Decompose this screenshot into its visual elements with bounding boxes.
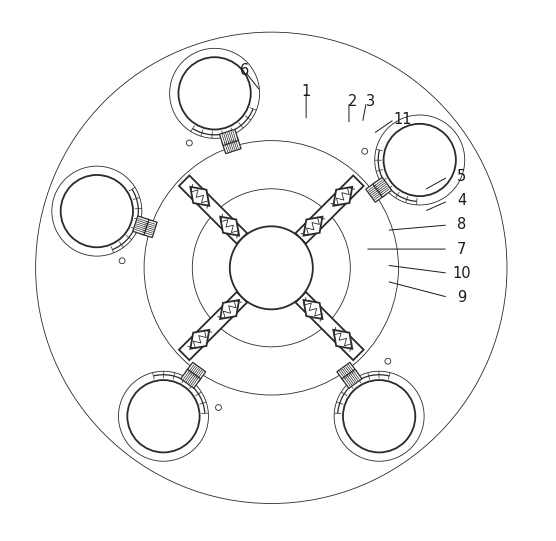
Polygon shape: [373, 177, 392, 197]
Circle shape: [186, 140, 192, 146]
Circle shape: [173, 52, 256, 135]
Polygon shape: [304, 300, 322, 319]
Polygon shape: [220, 129, 239, 146]
Text: 4: 4: [457, 193, 466, 208]
Circle shape: [55, 170, 138, 253]
Circle shape: [378, 118, 461, 201]
Text: 10: 10: [452, 266, 471, 281]
Circle shape: [384, 124, 456, 196]
Polygon shape: [334, 187, 353, 206]
Circle shape: [192, 189, 350, 347]
Circle shape: [334, 371, 424, 461]
Circle shape: [127, 380, 200, 452]
Text: 1: 1: [301, 83, 311, 98]
Circle shape: [337, 375, 421, 458]
Polygon shape: [337, 362, 357, 381]
Circle shape: [343, 380, 415, 452]
Circle shape: [170, 48, 260, 138]
Circle shape: [61, 175, 133, 247]
Circle shape: [385, 358, 391, 364]
Polygon shape: [304, 217, 322, 236]
Polygon shape: [141, 219, 157, 237]
Circle shape: [52, 166, 142, 256]
Polygon shape: [186, 362, 206, 381]
Circle shape: [144, 141, 399, 395]
Circle shape: [148, 144, 395, 391]
Text: 6: 6: [240, 63, 249, 78]
Circle shape: [118, 371, 208, 461]
Polygon shape: [295, 175, 364, 243]
Polygon shape: [181, 370, 201, 388]
Polygon shape: [366, 182, 385, 202]
Polygon shape: [222, 137, 241, 154]
Text: 9: 9: [457, 290, 466, 305]
Circle shape: [362, 148, 368, 154]
Polygon shape: [190, 187, 209, 206]
Text: 3: 3: [366, 94, 375, 109]
Polygon shape: [179, 175, 247, 243]
Circle shape: [196, 193, 346, 343]
Polygon shape: [179, 292, 247, 360]
Circle shape: [122, 375, 205, 458]
Text: 2: 2: [348, 94, 358, 109]
Polygon shape: [220, 300, 239, 319]
Circle shape: [119, 258, 125, 263]
Polygon shape: [295, 292, 364, 360]
Polygon shape: [190, 330, 209, 349]
Circle shape: [178, 57, 251, 129]
Polygon shape: [334, 330, 353, 349]
Polygon shape: [133, 216, 149, 235]
Circle shape: [230, 226, 313, 309]
Circle shape: [216, 405, 221, 411]
Text: 8: 8: [457, 217, 466, 233]
Text: 11: 11: [393, 111, 412, 127]
Polygon shape: [220, 217, 239, 236]
Text: 5: 5: [457, 169, 466, 184]
Polygon shape: [342, 370, 362, 388]
Circle shape: [375, 115, 465, 205]
Text: 7: 7: [457, 242, 466, 256]
